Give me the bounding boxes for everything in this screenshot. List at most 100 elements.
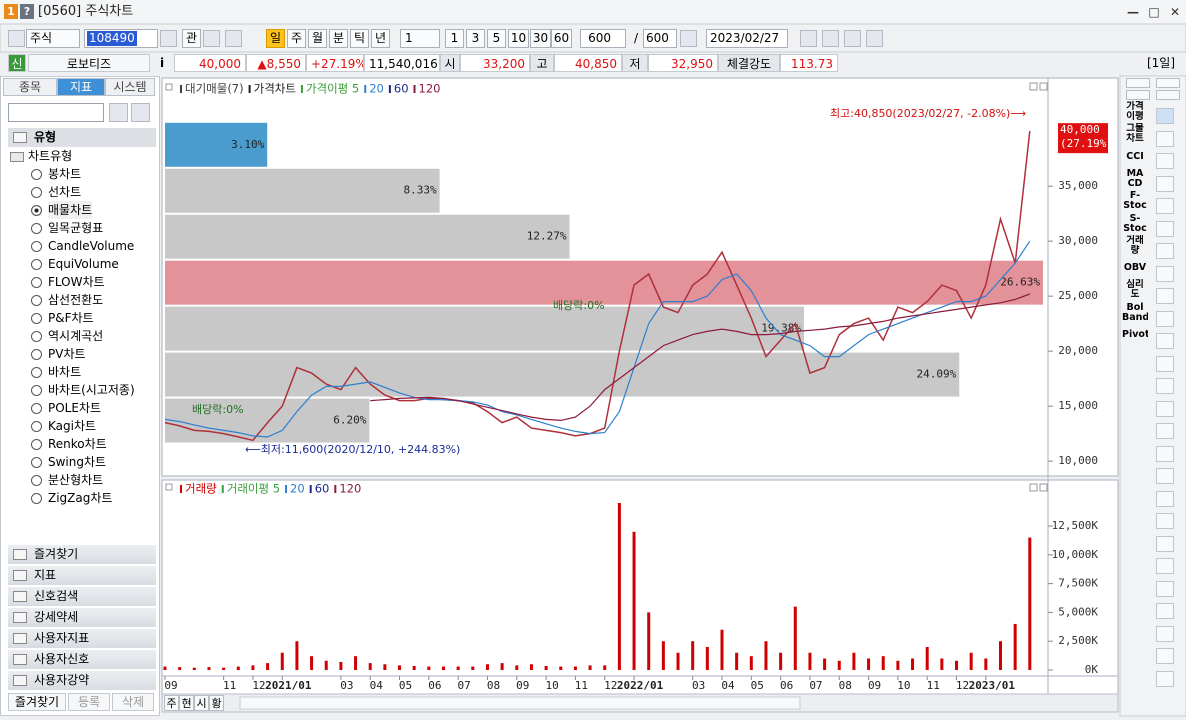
drawing-tool[interactable] xyxy=(1156,265,1174,282)
pane-button[interactable] xyxy=(165,83,173,91)
tool-icon[interactable] xyxy=(160,30,177,47)
radio[interactable] xyxy=(31,403,42,414)
drawing-tool[interactable] xyxy=(1156,513,1174,529)
tool-icon[interactable] xyxy=(203,30,220,47)
chart-type-item[interactable]: 선차트 xyxy=(48,185,82,199)
folder-item[interactable]: 사용자신호 xyxy=(8,650,156,669)
tool-label[interactable]: Band xyxy=(1122,311,1148,323)
tool-icon[interactable] xyxy=(866,30,883,47)
scroll-track[interactable] xyxy=(239,696,801,710)
tool-icon[interactable] xyxy=(800,30,817,47)
chart-type-item[interactable]: 분산형차트 xyxy=(48,473,104,487)
search-icon[interactable] xyxy=(109,103,128,122)
group-label[interactable]: 차트유형 xyxy=(28,149,73,163)
drawing-tool[interactable] xyxy=(1156,670,1174,687)
sidebar-tab[interactable]: 지표 xyxy=(57,78,105,96)
radio[interactable] xyxy=(31,331,42,342)
chart-type-item[interactable]: 매물차트 xyxy=(48,201,93,219)
drawing-tool[interactable] xyxy=(1156,445,1174,462)
tool-label[interactable]: Pivot xyxy=(1122,329,1148,340)
drawing-tool[interactable] xyxy=(1156,580,1174,597)
folder-item[interactable]: 신호검색 xyxy=(8,587,156,606)
radio[interactable] xyxy=(31,205,42,216)
download-icon[interactable] xyxy=(131,103,150,122)
drawing-tool[interactable] xyxy=(1156,175,1174,192)
tool-label[interactable]: Stoc xyxy=(1123,200,1147,212)
chart-type-item[interactable]: 봉차트 xyxy=(48,167,82,181)
radio[interactable] xyxy=(31,223,42,234)
chart-type-item[interactable]: 바차트 xyxy=(48,365,82,379)
window-button[interactable]: ✕ xyxy=(1169,5,1181,19)
interval-button[interactable]: 3 xyxy=(466,29,485,48)
period-button[interactable]: 월 xyxy=(308,29,327,48)
tool-label[interactable]: 심리 xyxy=(1126,279,1144,291)
chart-type-item[interactable]: 역시계곡선 xyxy=(48,329,104,343)
radio[interactable] xyxy=(31,475,42,486)
folder-item[interactable]: 강세약세 xyxy=(8,608,156,627)
radio[interactable] xyxy=(31,367,42,378)
section-header[interactable]: 유형 xyxy=(8,128,156,147)
chart-type-item[interactable]: EquiVolume xyxy=(48,257,119,271)
tool-label[interactable]: 차트 xyxy=(1126,133,1144,145)
radio[interactable] xyxy=(31,259,42,270)
chart-type-item[interactable]: 일목균형표 xyxy=(48,221,104,235)
scroll-arrow[interactable] xyxy=(1156,90,1180,100)
tool-label[interactable]: Stoc xyxy=(1123,222,1147,234)
scroll-arrow[interactable] xyxy=(1156,78,1180,88)
window-button[interactable]: — xyxy=(1127,5,1139,19)
tool-label[interactable]: 거래 xyxy=(1126,234,1144,246)
folder-item[interactable]: 즐겨찾기 xyxy=(8,545,156,564)
tool-label[interactable]: CCI xyxy=(1126,150,1144,162)
drawing-tool[interactable] xyxy=(1156,423,1174,439)
drawing-tool[interactable] xyxy=(1156,310,1174,327)
radio[interactable] xyxy=(31,313,42,324)
drawing-tool[interactable] xyxy=(1156,198,1174,214)
chart-type-item[interactable]: 바차트(시고저종) xyxy=(48,383,135,397)
chart-type-item[interactable]: Renko차트 xyxy=(48,437,107,451)
radio[interactable] xyxy=(31,169,42,180)
search-input[interactable] xyxy=(8,103,104,122)
tool-label[interactable]: 량 xyxy=(1130,244,1140,256)
drawing-tool[interactable] xyxy=(1156,288,1174,304)
chart-type-item[interactable]: PV차트 xyxy=(48,347,86,361)
folder-item[interactable]: 사용자지표 xyxy=(8,629,156,648)
drawing-tool[interactable] xyxy=(1156,490,1174,507)
chart-type-item[interactable]: P&F차트 xyxy=(48,311,94,325)
folder-item[interactable]: 지표 xyxy=(8,566,156,585)
drawing-tool[interactable] xyxy=(1156,108,1174,124)
radio[interactable] xyxy=(31,241,42,252)
tool-icon[interactable] xyxy=(844,30,861,47)
tool-label[interactable]: F- xyxy=(1129,190,1141,202)
date-select[interactable]: 2023/02/27 xyxy=(706,29,788,48)
period-button[interactable]: 년 xyxy=(371,29,390,48)
help-icon[interactable]: ? xyxy=(20,4,34,19)
radio[interactable] xyxy=(31,277,42,288)
interval-button[interactable]: 1 xyxy=(445,29,464,48)
period-count[interactable]: 1 xyxy=(400,29,440,48)
sidebar-button[interactable]: 등록 xyxy=(68,693,110,711)
drawing-tool[interactable] xyxy=(1156,243,1174,259)
drawing-tool[interactable] xyxy=(1156,468,1174,484)
tool-label[interactable]: 가격 xyxy=(1126,101,1144,112)
sidebar-tab[interactable]: 종목 xyxy=(3,78,57,96)
period-button[interactable]: 분 xyxy=(329,29,348,48)
tool-label[interactable]: Bol xyxy=(1126,301,1144,313)
bottom-tab[interactable]: 시 xyxy=(194,695,209,711)
radio[interactable] xyxy=(31,421,42,432)
period-button[interactable]: 일 xyxy=(266,29,285,48)
pane-button[interactable] xyxy=(1029,483,1038,492)
sidebar-tab[interactable]: 시스템 xyxy=(105,78,155,96)
interval-button[interactable]: 10 xyxy=(508,29,529,48)
chart-type-item[interactable]: Swing차트 xyxy=(48,455,107,469)
drawing-tool[interactable] xyxy=(1156,220,1174,237)
radio[interactable] xyxy=(31,349,42,360)
window-button[interactable]: □ xyxy=(1148,5,1160,19)
chart-type-item[interactable]: FLOW차트 xyxy=(48,275,105,289)
interval-button[interactable]: 30 xyxy=(530,29,551,48)
radio[interactable] xyxy=(31,385,42,396)
drawing-tool[interactable] xyxy=(1156,535,1174,552)
drawing-tool[interactable] xyxy=(1156,130,1174,147)
folder-item[interactable]: 사용자강약 xyxy=(8,671,156,690)
scroll-arrow[interactable] xyxy=(1126,90,1150,100)
drawing-tool[interactable] xyxy=(1156,378,1174,394)
